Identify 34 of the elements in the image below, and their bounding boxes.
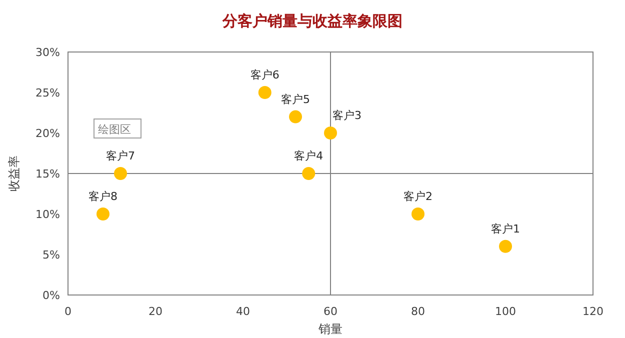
point	[114, 167, 127, 180]
annotation: 客户2	[404, 190, 432, 203]
annotation: 客户6	[250, 68, 280, 82]
x-axis-title: 销量	[318, 322, 342, 336]
point	[289, 110, 302, 124]
annotation: 客户4	[294, 150, 324, 162]
x-tick-label: 0	[64, 305, 72, 318]
x-tick-label: 100	[495, 305, 516, 318]
point	[499, 240, 512, 253]
x-tick-label: 120	[582, 305, 604, 318]
annotation: 客户7	[106, 150, 135, 162]
point	[324, 126, 337, 140]
y-tick-label: 25%	[36, 86, 60, 100]
y-tick-label: 10%	[36, 208, 60, 221]
y-tick-label: 20%	[36, 127, 60, 140]
x-tick-label: 80	[411, 305, 425, 318]
point	[412, 208, 424, 220]
y-tick-label: 30%	[36, 46, 60, 59]
point	[302, 167, 316, 180]
annotation: 绘图区	[98, 123, 131, 136]
x-tick-label: 60	[324, 305, 338, 318]
point	[258, 86, 272, 99]
annotation: 客户1	[491, 222, 520, 236]
y-tick-label: 0%	[42, 289, 60, 302]
x-tick-label: 20	[148, 305, 162, 318]
y-axis-title: 收益率	[7, 156, 21, 192]
annotation: 客户8	[88, 190, 118, 203]
y-tick-label: 5%	[42, 248, 60, 262]
chart-title: 分客户销量与收益率象限图	[222, 12, 402, 30]
annotation: 客户3	[332, 109, 362, 122]
annotation: 客户5	[281, 92, 310, 106]
y-tick-label: 15%	[36, 168, 60, 180]
point	[96, 208, 110, 220]
x-tick-label: 40	[236, 305, 250, 318]
